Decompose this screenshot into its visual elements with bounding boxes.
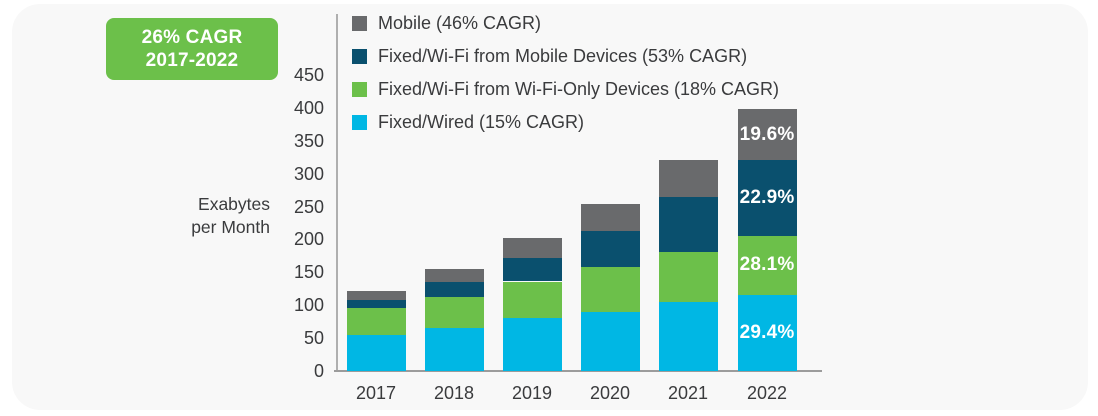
y-tick-label-0: 0	[313, 361, 324, 381]
bar-segment-fixed-wifi-mobile-2021	[658, 197, 718, 252]
bar-segment-mobile-2019	[502, 238, 562, 259]
bar-segment-fixed-wired-2019	[502, 318, 562, 371]
legend-item-fixed-wifi-mobile: Fixed/Wi-Fi from Mobile Devices (53% CAG…	[352, 40, 779, 73]
x-axis-label-2020: 2020	[589, 383, 631, 403]
y-tick-label-350: 350	[293, 130, 324, 151]
y-tick-label-150: 150	[293, 262, 324, 283]
y-tick-label-100: 100	[293, 295, 324, 316]
legend-item-fixed-wifi-wifi-only: Fixed/Wi-Fi from Wi-Fi-Only Devices (18%…	[352, 73, 779, 106]
legend-swatch-mobile-icon	[352, 16, 367, 31]
bar-segment-mobile-2018	[424, 269, 484, 283]
bar-segment-fixed-wired-2020	[580, 311, 640, 371]
y-tick-label-450: 450	[293, 64, 324, 85]
cagr-badge-line2: 2017-2022	[145, 50, 239, 71]
y-axis-line	[336, 14, 338, 372]
legend-item-mobile: Mobile (46% CAGR)	[352, 7, 779, 40]
bar-segment-fixed-wifi-wifi-only-2022: 28.1%	[737, 236, 797, 295]
bar-segment-fixed-wifi-mobile-2018	[424, 282, 484, 298]
legend-swatch-fixed-wired-icon	[352, 115, 367, 130]
x-axis-line	[334, 370, 822, 372]
bar-segment-fixed-wifi-mobile-2019	[502, 258, 562, 282]
bar-segment-fixed-wifi-mobile-2020	[580, 230, 640, 268]
y-tick-label-200: 200	[293, 229, 324, 250]
bar-segment-fixed-wifi-mobile-2022: 22.9%	[737, 160, 797, 237]
bar-segment-fixed-wifi-wifi-only-2021	[658, 251, 718, 302]
y-tick-label-50: 50	[303, 328, 324, 349]
bar-segment-mobile-2022: 19.6%	[737, 109, 797, 161]
legend-item-fixed-wired: Fixed/Wired (15% CAGR)	[352, 106, 779, 139]
bar-segment-fixed-wifi-wifi-only-2017	[346, 308, 406, 335]
pct-label-fixed-wifi-wifi-only: 28.1%	[739, 254, 795, 276]
bar-segment-fixed-wifi-wifi-only-2020	[580, 267, 640, 312]
bar-segment-fixed-wifi-wifi-only-2019	[502, 281, 562, 319]
bar-segment-fixed-wired-2022: 29.4%	[737, 294, 797, 371]
bar-segment-fixed-wifi-mobile-2017	[346, 299, 406, 309]
bar-segment-mobile-2020	[580, 203, 640, 231]
legend-label-mobile: Mobile (46% CAGR)	[378, 13, 542, 33]
pct-label-fixed-wifi-mobile: 22.9%	[739, 187, 795, 209]
legend-label-fixed-wired: Fixed/Wired (15% CAGR)	[378, 112, 585, 132]
x-axis-label-2022: 2022	[746, 383, 788, 403]
y-tick-label-300: 300	[293, 163, 324, 184]
y-axis-title: Exabytes per Month	[140, 193, 270, 239]
y-axis-title-line1: Exabytes	[198, 194, 270, 214]
legend-swatch-fixed-wifi-wifi-only-icon	[352, 82, 367, 97]
cagr-badge: 26% CAGR 2017-2022	[106, 18, 278, 80]
bar-segment-fixed-wifi-wifi-only-2018	[424, 297, 484, 328]
y-axis-title-line2: per Month	[191, 217, 270, 237]
bar-segment-mobile-2021	[658, 160, 718, 198]
legend-label-fixed-wifi-mobile: Fixed/Wi-Fi from Mobile Devices (53% CAG…	[378, 46, 748, 66]
bar-segment-fixed-wired-2018	[424, 327, 484, 371]
bar-segment-mobile-2017	[346, 290, 406, 300]
pct-label-mobile: 19.6%	[739, 123, 795, 145]
y-tick-label-400: 400	[293, 97, 324, 118]
x-axis-label-2021: 2021	[667, 383, 709, 403]
legend-swatch-fixed-wifi-mobile-icon	[352, 49, 367, 64]
legend: Mobile (46% CAGR) Fixed/Wi-Fi from Mobile…	[352, 7, 779, 139]
legend-label-fixed-wifi-wifi-only: Fixed/Wi-Fi from Wi-Fi-Only Devices (18%…	[378, 79, 780, 99]
pct-label-fixed-wired: 29.4%	[739, 321, 795, 343]
y-tick-label-250: 250	[293, 196, 324, 217]
bar-segment-fixed-wired-2021	[658, 301, 718, 371]
x-axis-label-2019: 2019	[511, 383, 553, 403]
bar-segment-fixed-wired-2017	[346, 334, 406, 371]
x-axis-label-2017: 2017	[355, 383, 397, 403]
cagr-badge-line1: 26% CAGR	[141, 27, 243, 48]
x-axis-label-2018: 2018	[433, 383, 475, 403]
